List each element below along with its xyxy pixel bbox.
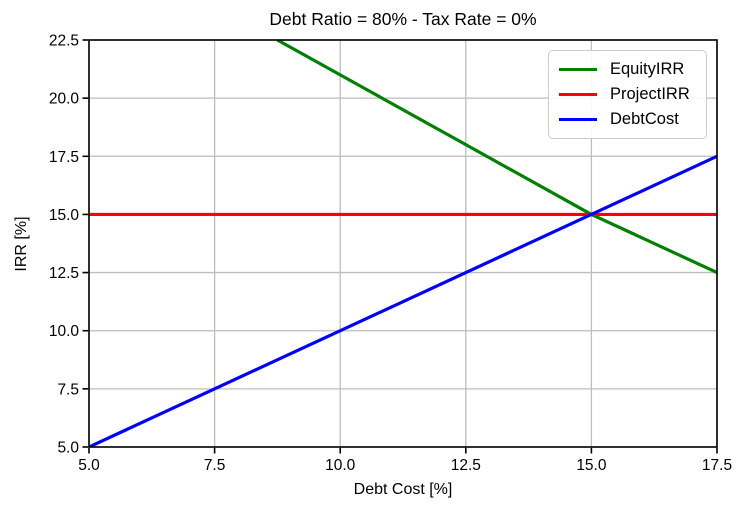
series-line-DebtCost bbox=[89, 154, 717, 447]
legend-entry-DebtCost: DebtCost bbox=[559, 107, 696, 132]
y-tick-label: 5.0 bbox=[57, 440, 79, 457]
y-tick-label: 20.0 bbox=[49, 91, 80, 108]
legend-entry-EquityIRR: EquityIRR bbox=[559, 57, 696, 82]
y-tick-label: 17.5 bbox=[49, 149, 79, 166]
y-tick-label: 7.5 bbox=[57, 381, 79, 398]
x-tick-label: 17.5 bbox=[702, 457, 732, 474]
legend-swatch-ProjectIRR bbox=[559, 92, 597, 97]
x-tick-label: 7.5 bbox=[204, 457, 226, 474]
x-axis-label: Debt Cost [%] bbox=[353, 481, 453, 498]
legend-swatch-DebtCost bbox=[559, 117, 597, 122]
legend-label-EquityIRR: EquityIRR bbox=[610, 60, 685, 79]
x-tick-label: 5.0 bbox=[78, 457, 100, 474]
legend-entry-ProjectIRR: ProjectIRR bbox=[559, 82, 696, 107]
series-line-EquityIRR bbox=[276, 40, 717, 275]
chart-title: Debt Ratio = 80% - Tax Rate = 0% bbox=[269, 9, 537, 29]
x-tick-label: 12.5 bbox=[451, 457, 481, 474]
x-tick-label: 10.0 bbox=[325, 457, 356, 474]
legend: EquityIRR ProjectIRR DebtCost bbox=[548, 50, 707, 139]
y-tick-label: 10.0 bbox=[49, 323, 80, 340]
legend-label-DebtCost: DebtCost bbox=[610, 110, 679, 129]
y-axis-label: IRR [%] bbox=[13, 216, 30, 272]
legend-swatch-EquityIRR bbox=[559, 67, 597, 72]
axes-frame bbox=[88, 39, 718, 448]
y-tick-label: 15.0 bbox=[49, 207, 80, 224]
y-tick-label: 22.5 bbox=[49, 33, 79, 50]
legend-label-ProjectIRR: ProjectIRR bbox=[610, 85, 690, 104]
y-tick-label: 12.5 bbox=[49, 265, 79, 282]
x-tick-label: 15.0 bbox=[576, 457, 607, 474]
